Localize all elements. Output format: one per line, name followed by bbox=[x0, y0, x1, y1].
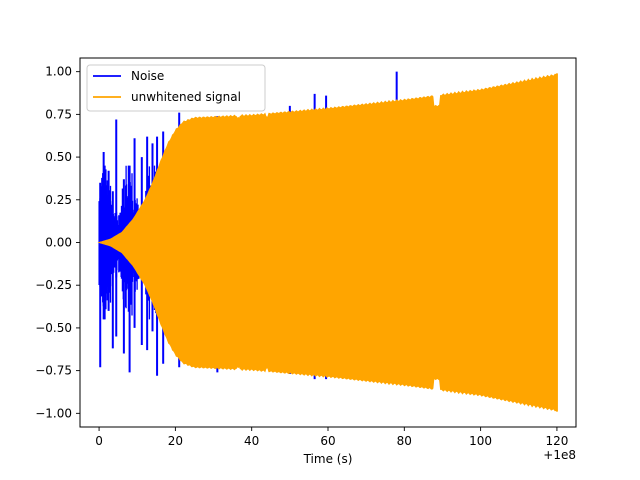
y-tick-label: −1.00 bbox=[35, 406, 72, 420]
y-tick-label: −0.25 bbox=[35, 278, 72, 292]
y-axis: 1.00 0.75 0.50 0.25 0.00 −0.25 −0.50 −0.75 −1.00 bbox=[35, 65, 80, 420]
y-tick-label: 0.50 bbox=[45, 150, 72, 164]
y-tick-label: 0.00 bbox=[45, 236, 72, 250]
x-axis-label: Time (s) bbox=[303, 452, 353, 466]
legend-box bbox=[86, 64, 266, 112]
y-tick-label: 1.00 bbox=[45, 65, 72, 79]
legend: Noise unwhitened signal bbox=[86, 64, 266, 112]
series-layer bbox=[97, 71, 558, 412]
x-tick-label: 60 bbox=[320, 434, 335, 448]
series-unwhitened-signal bbox=[97, 73, 558, 412]
x-axis-offset-label: +1e8 bbox=[543, 448, 576, 462]
x-tick-label: 0 bbox=[95, 434, 103, 448]
x-axis: 0 20 40 60 80 100 120 bbox=[95, 427, 568, 448]
legend-entry: unwhitened signal bbox=[131, 90, 241, 104]
y-tick-label: −0.50 bbox=[35, 321, 72, 335]
x-tick-label: 100 bbox=[469, 434, 492, 448]
x-tick-label: 20 bbox=[168, 434, 183, 448]
y-tick-label: 0.25 bbox=[45, 193, 72, 207]
legend-entry: Noise bbox=[131, 69, 164, 83]
x-tick-label: 40 bbox=[244, 434, 259, 448]
x-tick-label: 120 bbox=[545, 434, 568, 448]
y-tick-label: 0.75 bbox=[45, 107, 72, 121]
y-tick-label: −0.75 bbox=[35, 364, 72, 378]
x-tick-label: 80 bbox=[397, 434, 412, 448]
